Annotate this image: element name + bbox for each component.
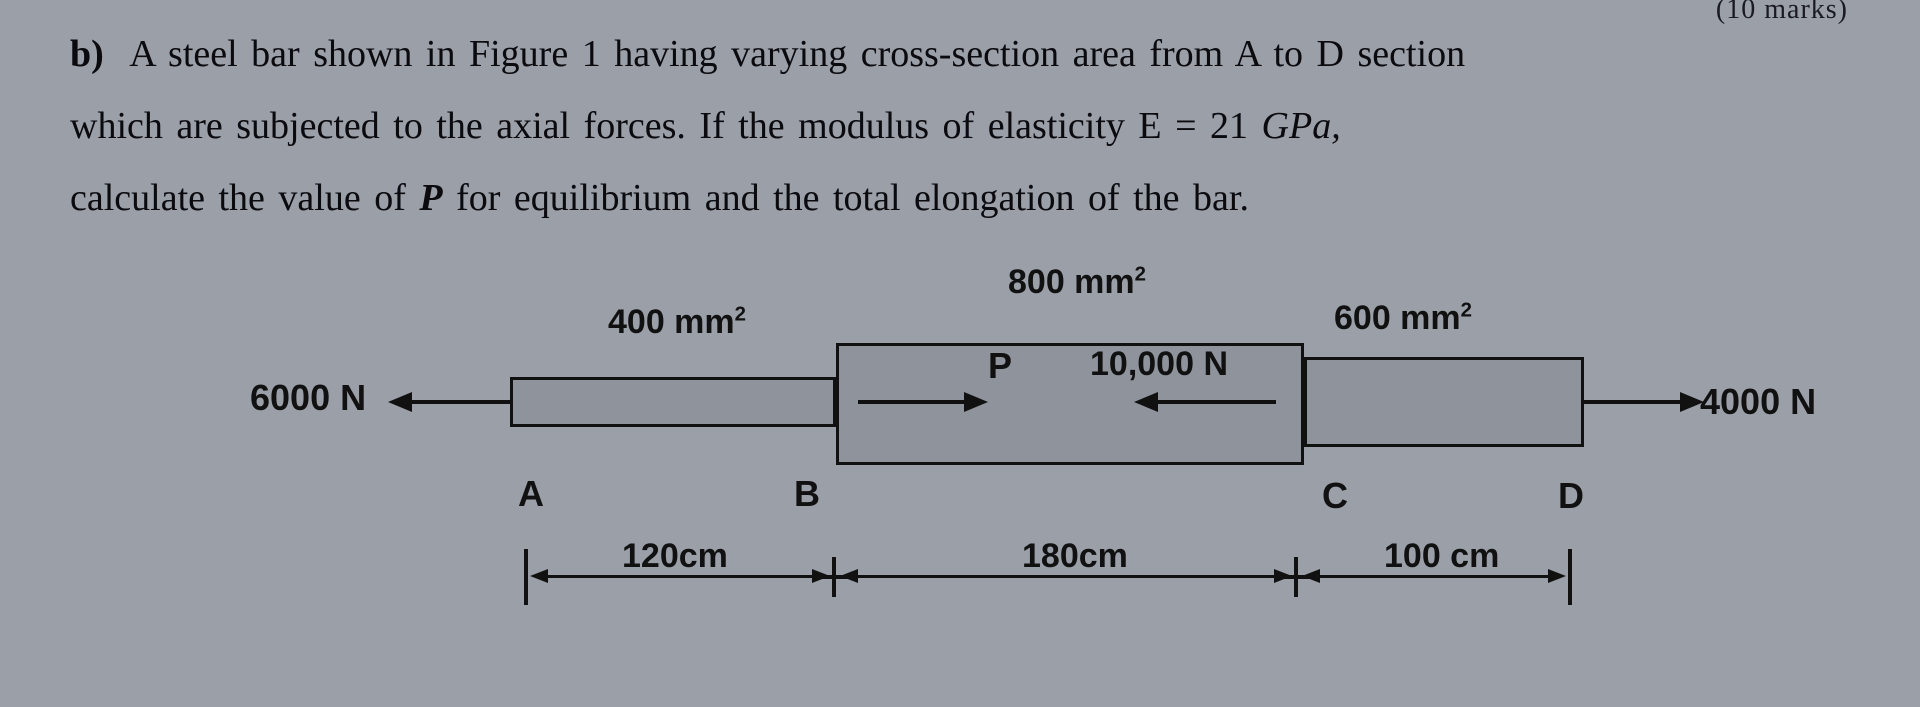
force-right-arrow-line — [1584, 400, 1684, 404]
problem-line-1: A steel bar shown in Figure 1 having var… — [129, 33, 1465, 75]
dim-tick-d — [1568, 549, 1572, 605]
force-10000-arrow-line — [1156, 400, 1276, 404]
area-label-bc: 800 mm2 — [1008, 263, 1146, 302]
section-b-label: B — [794, 473, 820, 515]
length-bc-label: 180cm — [1022, 537, 1128, 576]
length-cd-label: 100 cm — [1384, 537, 1499, 576]
force-left-arrow-line — [410, 400, 510, 404]
part-label: b) — [70, 33, 104, 75]
force-p-arrow-head-icon — [964, 392, 988, 412]
force-left-label: 6000 N — [250, 377, 366, 419]
problem-line-2a: which are subjected to the axial forces.… — [70, 105, 1138, 147]
bar-segment-bc — [836, 343, 1304, 465]
area-label-ab: 400 mm2 — [608, 303, 746, 342]
force-p-label: P — [988, 345, 1012, 387]
modulus-unit: GPa, — [1262, 105, 1341, 147]
section-c-label: C — [1322, 475, 1348, 517]
force-right-arrow-head-icon — [1680, 392, 1704, 412]
figure-1: 400 mm2 800 mm2 600 mm2 6000 N 4000 N P … — [70, 241, 1850, 671]
dim-tick-a — [524, 549, 528, 605]
section-d-label: D — [1558, 475, 1584, 517]
force-p-arrow-line — [858, 400, 968, 404]
problem-statement: b) A steel bar shown in Figure 1 having … — [70, 18, 1850, 235]
problem-line-3a: calculate the value of — [70, 177, 419, 219]
length-ab-label: 120cm — [622, 537, 728, 576]
bar-segment-cd — [1304, 357, 1584, 447]
modulus-equals: = 21 — [1175, 105, 1261, 147]
area-label-cd: 600 mm2 — [1334, 299, 1472, 338]
modulus-symbol: E — [1138, 105, 1161, 147]
dim-cd-right-head-icon — [1548, 569, 1566, 583]
force-right-label: 4000 N — [1700, 381, 1816, 423]
bar-segment-ab — [510, 377, 836, 427]
force-10000-arrow-head-icon — [1134, 392, 1158, 412]
force-10000-label: 10,000 N — [1090, 345, 1228, 384]
force-left-arrow-head-icon — [388, 392, 412, 412]
section-a-label: A — [518, 473, 544, 515]
corner-marks: (10 marks) — [1716, 0, 1848, 26]
problem-line-3b: for equilibrium and the total elongation… — [456, 177, 1249, 219]
P-symbol: P — [419, 177, 442, 219]
